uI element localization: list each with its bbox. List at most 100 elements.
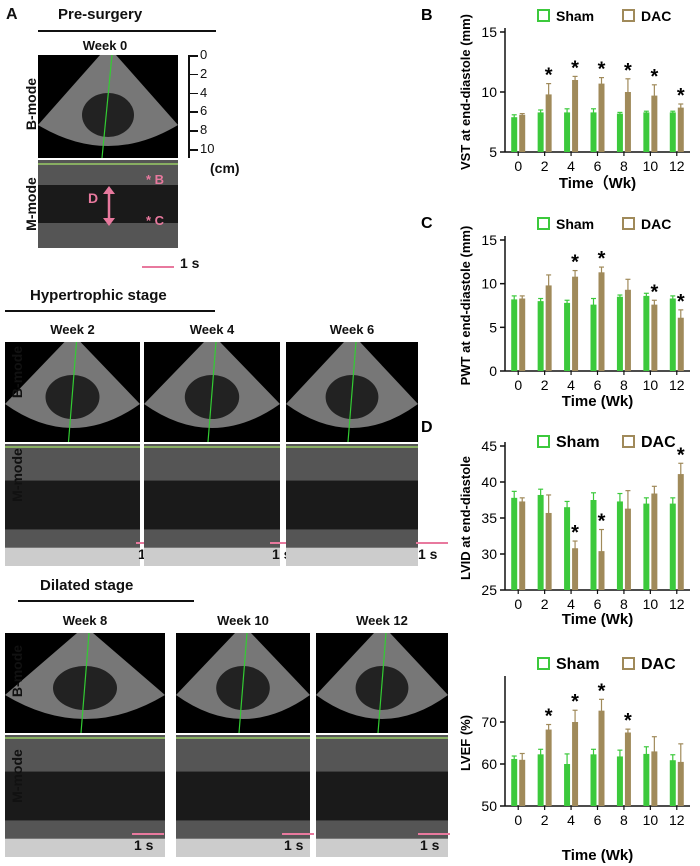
bar-dac bbox=[677, 474, 684, 590]
legend-swatch-sham bbox=[537, 9, 550, 22]
legend-label-dac: DAC bbox=[641, 656, 676, 673]
bar-sham bbox=[564, 112, 571, 152]
bmode-image bbox=[286, 342, 418, 442]
legend-label-dac: DAC bbox=[641, 216, 671, 232]
x-axis-label: Time (Wk) bbox=[562, 393, 633, 410]
bar-sham bbox=[616, 756, 623, 806]
x-tick-label: 2 bbox=[541, 377, 549, 393]
x-tick-label: 4 bbox=[567, 596, 575, 612]
x-tick-label: 12 bbox=[669, 812, 685, 828]
hypertrophic-title: Hypertrophic stage bbox=[30, 287, 167, 304]
y-tick-label: 60 bbox=[481, 756, 497, 772]
hypertrophic-underline bbox=[5, 310, 215, 312]
pre-surgery-underline bbox=[38, 30, 216, 32]
scale-label-pre: 1 s bbox=[180, 255, 200, 271]
annotation-d-arrow bbox=[103, 186, 115, 226]
bar-sham bbox=[616, 501, 623, 590]
bar-sham bbox=[537, 754, 544, 806]
depth-unit: (cm) bbox=[210, 160, 240, 176]
y-tick-label: 70 bbox=[481, 714, 497, 730]
significance-star: * bbox=[598, 59, 606, 81]
x-tick-label: 8 bbox=[620, 377, 628, 393]
bar-dac bbox=[572, 548, 579, 590]
depth-tick bbox=[190, 92, 198, 95]
week-label: Week 8 bbox=[62, 613, 108, 628]
dilated-title: Dilated stage bbox=[40, 577, 134, 594]
bar-dac bbox=[651, 95, 658, 152]
mmode-image bbox=[176, 735, 310, 857]
bar-sham bbox=[564, 507, 571, 590]
bar-dac bbox=[545, 512, 552, 590]
bar-sham bbox=[669, 112, 676, 152]
bar-sham bbox=[537, 301, 544, 371]
x-tick-label: 10 bbox=[643, 596, 659, 612]
legend-label-dac: DAC bbox=[641, 8, 671, 24]
annotation-b: * B bbox=[146, 172, 165, 187]
x-tick-label: 12 bbox=[669, 596, 685, 612]
x-tick-label: 4 bbox=[567, 812, 575, 828]
bmode-image bbox=[5, 342, 140, 442]
bar-dac bbox=[545, 729, 552, 806]
significance-star: * bbox=[545, 706, 553, 728]
bar-sham bbox=[537, 112, 544, 152]
bar-dac bbox=[598, 83, 605, 152]
x-tick-label: 8 bbox=[620, 596, 628, 612]
panel-letter-a: A bbox=[6, 6, 18, 23]
bar-sham bbox=[511, 497, 518, 590]
legend-swatch-dac bbox=[622, 435, 635, 448]
mmode-image bbox=[144, 444, 280, 566]
bar-sham bbox=[616, 113, 623, 152]
depth-tick bbox=[190, 111, 198, 113]
x-tick-label: 8 bbox=[620, 812, 628, 828]
x-tick-label: 12 bbox=[669, 377, 685, 393]
y-tick-label: 15 bbox=[481, 232, 497, 248]
bar-sham bbox=[669, 298, 676, 371]
significance-star: * bbox=[598, 248, 606, 270]
bar-dac bbox=[572, 276, 579, 371]
bar-dac bbox=[572, 80, 579, 152]
annotation-c: * C bbox=[146, 213, 165, 228]
bmode-image bbox=[176, 633, 310, 733]
significance-star: * bbox=[677, 444, 685, 466]
scale-label: 1 s bbox=[284, 837, 304, 853]
significance-star: * bbox=[677, 85, 685, 107]
bar-sham bbox=[669, 760, 676, 806]
y-tick-label: 35 bbox=[481, 510, 497, 526]
depth-tick bbox=[190, 130, 198, 132]
bar-sham bbox=[643, 753, 650, 806]
dilated-underline bbox=[18, 600, 194, 602]
bar-dac bbox=[598, 710, 605, 806]
legend-swatch-sham bbox=[537, 657, 550, 670]
y-tick-label: 25 bbox=[481, 582, 497, 598]
y-axis-label: PWT at end-diastole (mm) bbox=[458, 226, 473, 386]
bmode-image bbox=[144, 342, 280, 442]
depth-tick bbox=[190, 55, 198, 57]
bar-dac bbox=[624, 289, 631, 371]
y-tick-label: 10 bbox=[481, 276, 497, 292]
significance-star: * bbox=[571, 691, 579, 713]
mmode-image bbox=[316, 735, 448, 857]
x-axis-label: Time（Wk) bbox=[559, 174, 636, 192]
bar-sham bbox=[643, 503, 650, 590]
legend-label-dac: DAC bbox=[641, 434, 676, 451]
significance-star: * bbox=[650, 66, 658, 88]
mmode-image bbox=[5, 444, 140, 566]
x-tick-label: 12 bbox=[669, 158, 685, 174]
depth-tick bbox=[190, 73, 198, 76]
bar-dac bbox=[572, 722, 579, 806]
significance-star: * bbox=[624, 710, 632, 732]
x-tick-label: 4 bbox=[567, 158, 575, 174]
significance-star: * bbox=[677, 291, 685, 313]
bar-dac bbox=[545, 94, 552, 152]
panel-letter-d: D bbox=[421, 419, 433, 436]
depth-tick-label: 0 bbox=[200, 47, 208, 62]
depth-tick-label: 10 bbox=[200, 141, 215, 156]
significance-star: * bbox=[571, 522, 579, 544]
y-tick-label: 45 bbox=[481, 438, 497, 454]
bar-dac bbox=[651, 493, 658, 590]
annotation-d: D bbox=[88, 190, 99, 206]
significance-star: * bbox=[571, 57, 579, 79]
week-label: Week 12 bbox=[356, 613, 408, 628]
bar-dac bbox=[651, 304, 658, 371]
